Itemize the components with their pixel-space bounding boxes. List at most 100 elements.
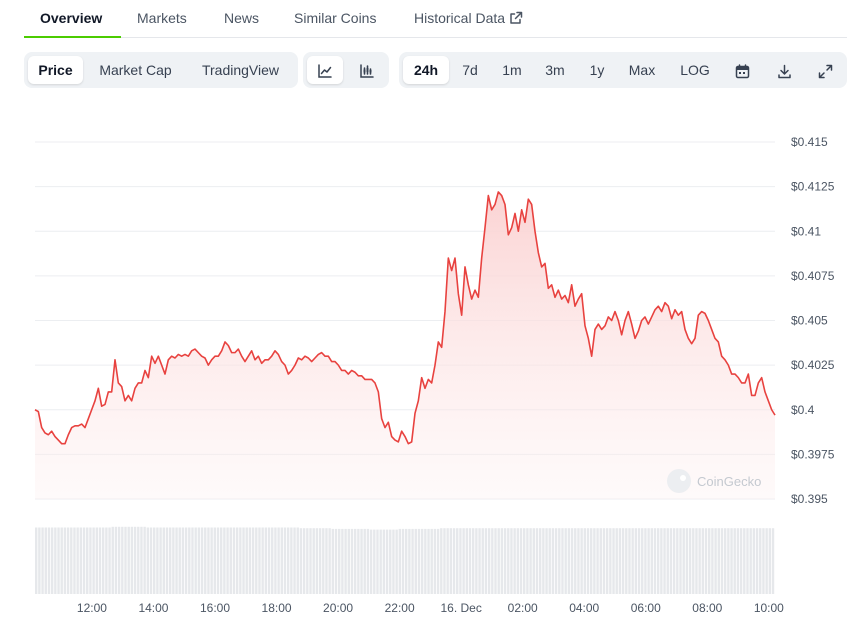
volume-bar [165, 527, 169, 594]
volume-bar [656, 528, 660, 594]
candlestick-button[interactable] [349, 56, 385, 84]
calendar-icon [735, 64, 749, 79]
volume-bar [235, 527, 239, 594]
range-toolbar-group: 24h 7d 1m 3m 1y Max LOG [399, 52, 847, 88]
volume-bar [159, 527, 162, 594]
range-24h-button[interactable]: 24h [403, 56, 449, 84]
volume-bar [765, 528, 768, 594]
volume-bar [261, 527, 264, 594]
y-tick-label: $0.415 [791, 135, 828, 149]
coingecko-logo-eye [680, 475, 686, 481]
volume-bar [41, 527, 44, 594]
volume-bars [35, 526, 775, 594]
range-3m-button[interactable]: 3m [545, 62, 565, 78]
volume-bar [57, 527, 60, 594]
range-7d-button[interactable]: 7d [462, 62, 478, 78]
range-1y-button[interactable]: 1y [589, 62, 605, 78]
volume-bar [271, 527, 274, 594]
volume-bar [660, 528, 663, 594]
volume-bar [98, 527, 102, 594]
price-area-fill [35, 191, 775, 500]
volume-bar [204, 527, 207, 594]
volume-bar [66, 527, 70, 594]
volume-bar [602, 528, 606, 594]
volume-bar [156, 527, 159, 594]
expand-icon [818, 64, 832, 79]
download-button[interactable] [768, 56, 800, 84]
volume-bar [487, 528, 491, 594]
line-chart-button[interactable] [307, 56, 343, 84]
volume-bar [408, 528, 411, 594]
volume-bar [197, 527, 201, 594]
volume-bar [353, 528, 357, 594]
volume-bar [631, 528, 634, 594]
volume-bar [625, 528, 628, 594]
volume-bar [497, 528, 500, 594]
volume-bar [561, 528, 564, 594]
volume-bar [583, 528, 587, 594]
volume-bar [551, 528, 555, 594]
volume-bar [484, 528, 488, 594]
volume-bar [376, 529, 379, 594]
range-1m-button[interactable]: 1m [502, 62, 522, 78]
volume-bar [743, 528, 746, 594]
x-tick-label: 12:00 [77, 601, 107, 615]
volume-bar [331, 528, 335, 594]
volume-bar [564, 528, 567, 594]
volume-bar [60, 527, 63, 594]
calendar-button[interactable] [726, 56, 758, 84]
volume-bar [526, 528, 529, 594]
volume-bar [369, 529, 373, 594]
price-button[interactable]: Price [28, 56, 83, 84]
tab-overview[interactable]: Overview [40, 10, 103, 26]
volume-bar [516, 528, 520, 594]
volume-bar [255, 527, 258, 594]
volume-bar [471, 528, 475, 594]
volume-bar [669, 528, 673, 594]
tab-news[interactable]: News [224, 10, 260, 26]
volume-bar [637, 528, 641, 594]
volume-bar [733, 528, 736, 594]
volume-bar [79, 527, 83, 594]
y-tick-label: $0.4 [791, 403, 815, 417]
volume-bar [663, 528, 666, 594]
x-tick-label: 04:00 [569, 601, 599, 615]
volume-bar [322, 528, 325, 594]
tradingview-button[interactable]: TradingView [201, 62, 280, 78]
volume-bar [194, 527, 197, 594]
x-tick-label: 10:00 [754, 601, 784, 615]
volume-bar [538, 528, 542, 594]
x-tick-label: 06:00 [631, 601, 661, 615]
volume-bar [749, 528, 752, 594]
volume-bar [315, 528, 319, 594]
tab-similar-coins[interactable]: Similar Coins [294, 10, 377, 26]
volume-bar [264, 527, 268, 594]
volume-bar [644, 528, 647, 594]
volume-bar [181, 527, 185, 594]
volume-bar [124, 526, 127, 594]
fullscreen-button[interactable] [809, 56, 841, 84]
log-scale-button[interactable]: LOG [680, 62, 710, 78]
volume-bar [360, 528, 363, 594]
volume-bar [433, 528, 437, 594]
volume-bar [440, 528, 443, 594]
volume-bar [178, 527, 181, 594]
volume-bar [736, 528, 740, 594]
coingecko-watermark: CoinGecko [667, 469, 761, 493]
volume-bar [459, 528, 462, 594]
volume-bar [226, 527, 229, 594]
line-chart-icon [318, 64, 332, 79]
volume-bar [318, 528, 322, 594]
volume-bar [723, 528, 727, 594]
tab-historical-data[interactable]: Historical Data [414, 0, 523, 38]
volume-bar [446, 528, 449, 594]
volume-bar [47, 527, 51, 594]
volume-bar [567, 528, 571, 594]
tab-markets[interactable]: Markets [137, 10, 187, 26]
volume-bar [688, 528, 692, 594]
volume-bar [347, 528, 350, 594]
market-cap-button[interactable]: Market Cap [99, 62, 172, 78]
volume-bar [245, 527, 248, 594]
range-max-button[interactable]: Max [628, 62, 656, 78]
